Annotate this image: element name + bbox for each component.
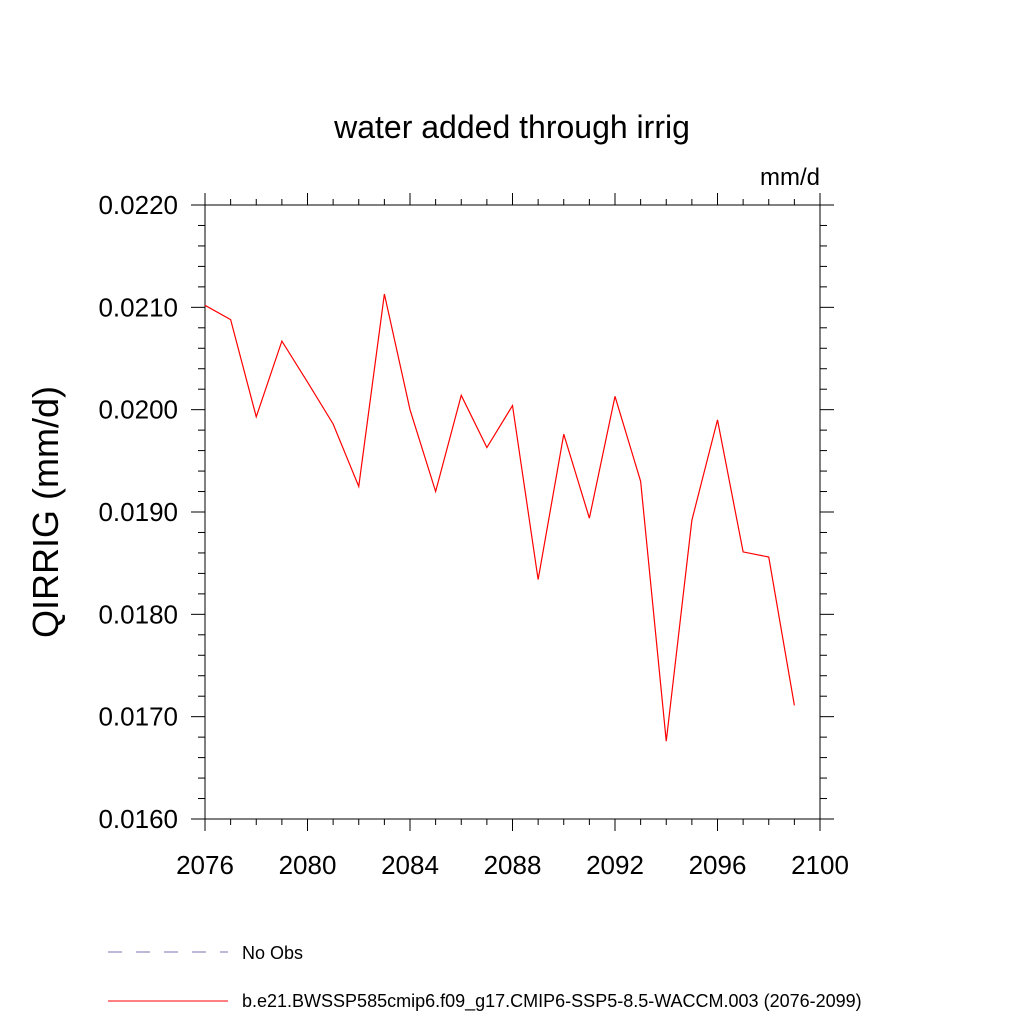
legend-label-no-obs: No Obs (242, 943, 303, 963)
series-line-0 (204, 293, 795, 742)
x-tick-label: 2092 (586, 850, 644, 880)
plot-frame (204, 204, 821, 820)
x-tick-label: 2100 (791, 850, 849, 880)
y-tick-label: 0.0180 (98, 599, 178, 629)
y-tick-label: 0.0200 (98, 395, 178, 425)
x-tick-label: 2076 (176, 850, 234, 880)
legend: No Obs b.e21.BWSSP585cmip6.f09_g17.CMIP6… (108, 943, 862, 1012)
legend-label-model-run: b.e21.BWSSP585cmip6.f09_g17.CMIP6-SSP5-8… (242, 991, 862, 1012)
x-tick-label: 2080 (279, 850, 337, 880)
y-axis-label: QIRRIG (mm/d) (25, 386, 66, 638)
y-tick-label: 0.0190 (98, 497, 178, 527)
axis-tick-labels: 2076 2080 2084 2088 2092 2096 2100 0.0160 0.0170… (98, 190, 848, 880)
plot-area-border (204, 204, 821, 820)
chart-title: water added through irrig (333, 109, 690, 145)
y-tick-label: 0.0210 (98, 292, 178, 322)
units-label: mm/d (760, 164, 820, 191)
y-tick-label: 0.0220 (98, 190, 178, 220)
x-tick-label: 2096 (689, 850, 747, 880)
y-tick-label: 0.0160 (98, 804, 178, 834)
series-group (204, 293, 795, 742)
x-tick-label: 2084 (381, 850, 439, 880)
y-tick-label: 0.0170 (98, 702, 178, 732)
x-tick-label: 2088 (484, 850, 542, 880)
axis-ticks (191, 193, 834, 831)
